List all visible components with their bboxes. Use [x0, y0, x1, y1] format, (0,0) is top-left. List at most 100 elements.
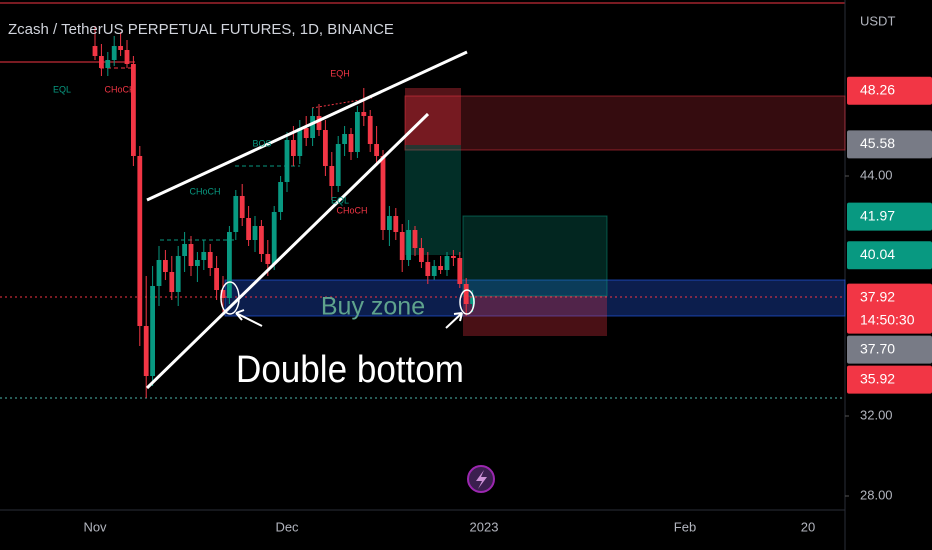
candle-body [399, 232, 405, 260]
candle-body [239, 196, 245, 218]
candle-body [316, 116, 322, 130]
candle-body [380, 156, 386, 230]
annotation: CHoCH [336, 205, 367, 215]
candle-body [131, 64, 136, 156]
candle-body [246, 218, 251, 240]
x-tick-label: 2023 [470, 519, 499, 534]
candle-body [451, 256, 456, 258]
y-tick-label: 44.00 [860, 167, 893, 182]
candle-body [111, 46, 117, 60]
candle-body [457, 258, 463, 284]
candle-body [431, 266, 437, 276]
candle-body [348, 134, 354, 152]
x-tick-label: Feb [674, 519, 696, 534]
candle-body [143, 326, 149, 376]
annotation: Double bottom [236, 349, 464, 391]
candle-body [92, 46, 98, 56]
candle-body [419, 248, 424, 262]
candle-body [137, 156, 143, 326]
price-badge [847, 283, 932, 334]
candle-body [163, 260, 168, 272]
candle-body [393, 216, 399, 232]
supply-zone [404, 95, 846, 151]
candle-body [150, 286, 155, 376]
candle-body [374, 144, 379, 156]
candle-body [463, 284, 469, 304]
price-badge [847, 130, 932, 159]
arrow [235, 309, 263, 327]
candle-body [367, 116, 373, 144]
chart-title: Zcash / TetherUS PERPETUAL FUTURES, 1D, … [8, 21, 394, 38]
candle-body [284, 140, 290, 182]
candle-body [425, 262, 431, 276]
candle-body [259, 226, 264, 254]
price-badge [847, 76, 932, 105]
candle-body [271, 212, 277, 264]
buy-zone [224, 279, 846, 317]
candle-body [233, 196, 239, 232]
long-risk [463, 296, 607, 336]
annotation: CHoCH [189, 186, 220, 196]
candle-body [195, 260, 200, 266]
annotation: CHoCH [104, 84, 135, 94]
price-badge [847, 335, 932, 364]
candle-body [303, 128, 309, 138]
price-badge [847, 202, 932, 231]
trendline [146, 50, 468, 202]
candle-body [278, 182, 283, 212]
price-badge-label: 37.70 [860, 340, 895, 356]
candle-body [99, 56, 104, 68]
price-badge-label: 35.92 [860, 370, 895, 386]
candle-body [252, 226, 258, 240]
candle-body [227, 232, 232, 298]
price-badge-label: 41.97 [860, 207, 895, 223]
candle-body [329, 166, 335, 186]
x-tick-label: Dec [275, 519, 299, 534]
y-tick-label: 32.00 [860, 407, 893, 422]
candle-body [175, 256, 181, 292]
price-badge [847, 365, 932, 394]
bottom-circle [220, 281, 240, 315]
annotation: EQH [330, 68, 350, 78]
candle-body [444, 256, 450, 270]
y-tick-label: 28.00 [860, 487, 893, 502]
price-badge-label: 48.26 [860, 82, 895, 98]
candle-body [361, 112, 367, 116]
arrow [445, 312, 463, 329]
countdown: 14:50:30 [860, 311, 915, 327]
annotation: EQL [331, 195, 349, 205]
candle-body [438, 266, 443, 270]
candle-body [214, 268, 219, 290]
candle-body [182, 244, 187, 256]
price-badge-label: 37.92 [860, 288, 895, 304]
trendline [145, 112, 430, 390]
candle-body [323, 130, 328, 166]
annotation: Buy zone [321, 293, 425, 321]
candle-body [220, 290, 226, 298]
price-badge [847, 241, 932, 270]
x-tick-label: Nov [83, 519, 107, 534]
candle-body [188, 244, 194, 266]
candle-body [156, 260, 162, 286]
candle-body [310, 116, 315, 138]
short-risk [405, 88, 461, 145]
candle-body [169, 272, 175, 292]
bottom-circle [459, 289, 475, 315]
candle-body [387, 216, 392, 230]
long-target [462, 215, 608, 297]
candle-body [342, 134, 347, 144]
candle-body [406, 230, 411, 260]
lightning-glyph [476, 470, 487, 489]
candle-body [105, 60, 111, 68]
candle-body [412, 230, 418, 248]
price-badge-label: 45.58 [860, 135, 895, 151]
price-badge-label: 40.04 [860, 246, 895, 262]
candle-body [265, 254, 271, 264]
annotation: BOS [252, 138, 271, 148]
candle-body [118, 46, 123, 50]
candle-body [297, 128, 303, 156]
candle-body [335, 144, 341, 186]
annotation: EQL [53, 84, 71, 94]
x-tick-label: 20 [801, 519, 815, 534]
